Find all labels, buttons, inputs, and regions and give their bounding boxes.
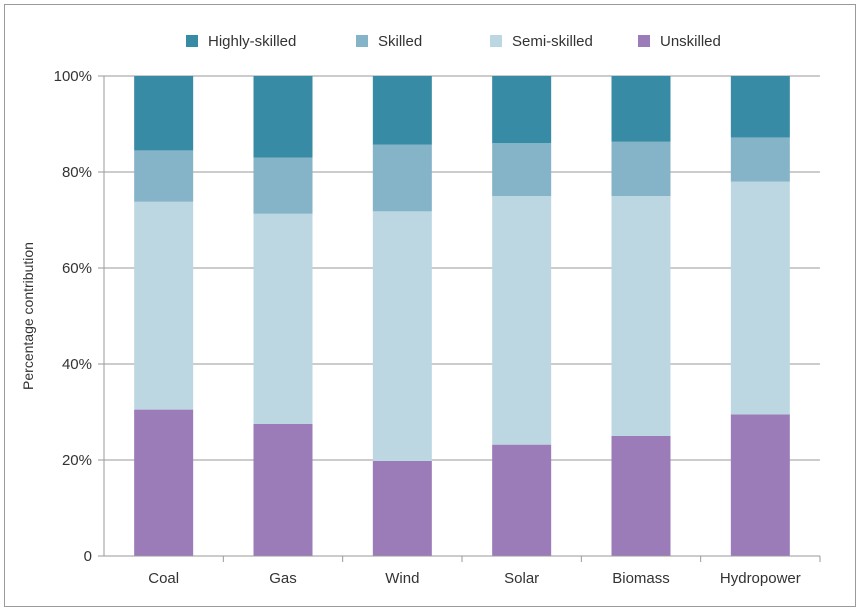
y-tick-label: 40% xyxy=(62,356,92,373)
bar-segment xyxy=(730,414,790,556)
legend-label: Unskilled xyxy=(660,33,721,50)
stacked-bar-chart: 0 20% 40% 60% 80% 100% Coal Gas Wind Solar Biomass… xyxy=(20,33,821,587)
bar-segment xyxy=(372,460,432,556)
bar-segment xyxy=(611,196,671,436)
x-tick-label: Hydropower xyxy=(720,570,801,587)
bar-segment xyxy=(253,76,313,158)
bar-segment xyxy=(372,76,432,145)
x-tick-label: Gas xyxy=(269,570,297,587)
bar-segment xyxy=(372,211,432,461)
gridlines xyxy=(104,75,820,461)
bar-segment xyxy=(253,424,313,556)
y-tick-label: 80% xyxy=(62,164,92,181)
bar-segment xyxy=(730,137,790,182)
y-tick-label: 60% xyxy=(62,260,92,277)
legend-swatch xyxy=(638,35,650,47)
legend-label: Highly-skilled xyxy=(208,33,296,50)
y-tick-label: 20% xyxy=(62,452,92,469)
bar-segment xyxy=(730,76,790,138)
legend-label: Skilled xyxy=(378,33,422,50)
bar-segment xyxy=(492,76,552,144)
legend-swatch xyxy=(186,35,198,47)
x-tick-label: Coal xyxy=(148,570,179,587)
x-tick-label: Biomass xyxy=(612,570,670,587)
bar-segment xyxy=(134,409,194,556)
bar-segment xyxy=(611,76,671,142)
bar-segment xyxy=(134,76,194,151)
bar-segment xyxy=(730,181,790,415)
bar-segment xyxy=(492,196,552,445)
y-axis-label: Percentage contribution xyxy=(20,242,36,390)
legend-swatch xyxy=(356,35,368,47)
bars xyxy=(134,76,790,556)
bar-segment xyxy=(372,144,432,212)
bar-segment xyxy=(253,213,313,424)
y-tick-label: 100% xyxy=(54,68,92,85)
axes: 0 20% 40% 60% 80% 100% Coal Gas Wind Solar Biomass… xyxy=(54,68,821,587)
bar-segment xyxy=(492,444,552,556)
x-tick-label: Solar xyxy=(504,570,539,587)
bar-segment xyxy=(611,436,671,556)
bar-segment xyxy=(492,143,552,196)
chart-frame: 0 20% 40% 60% 80% 100% Coal Gas Wind Solar Biomass… xyxy=(4,4,856,607)
bar-segment xyxy=(134,201,194,410)
y-tick-label: 0 xyxy=(84,548,92,565)
legend-swatch xyxy=(490,35,502,47)
bar-segment xyxy=(134,150,194,202)
legend-label: Semi-skilled xyxy=(512,33,593,50)
bar-segment xyxy=(611,141,671,196)
x-tick-label: Wind xyxy=(385,570,419,587)
bar-segment xyxy=(253,157,313,214)
legend: Highly-skilled Skilled Semi-skilled Unskill… xyxy=(186,33,721,50)
